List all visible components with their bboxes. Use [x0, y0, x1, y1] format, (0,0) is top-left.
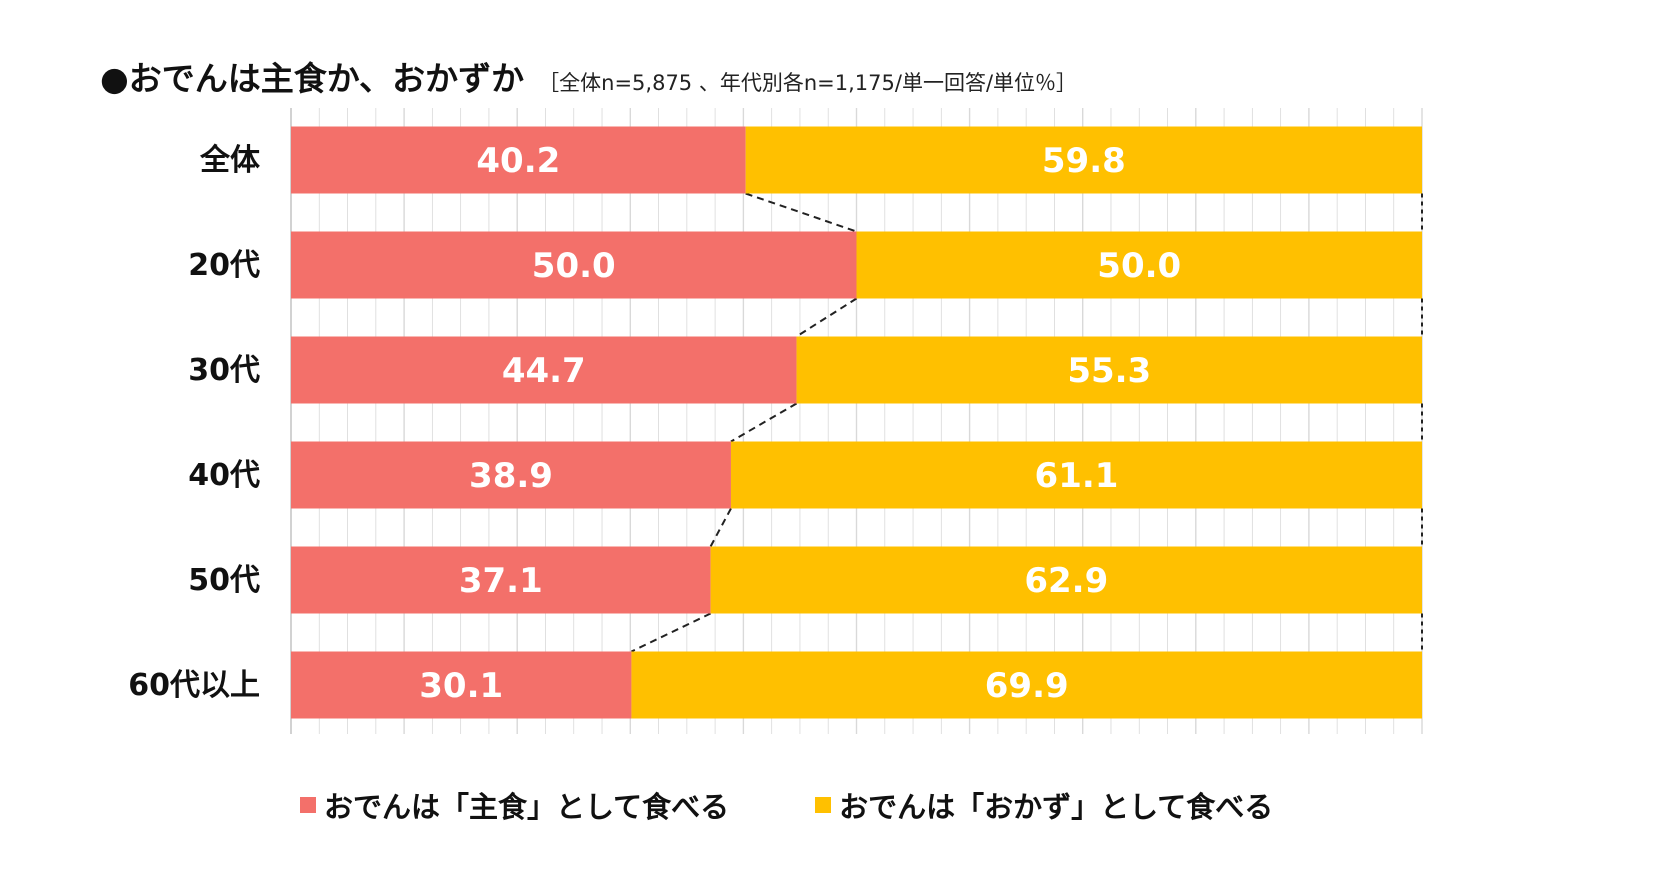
category-label: 全体: [199, 143, 261, 178]
bar-staple: [291, 126, 746, 194]
value-label-side: 55.3: [1067, 351, 1151, 391]
title-row: ●おでんは主食か、おかずか ［全体n=5,875 、年代別各n=1,175/単一…: [100, 52, 1077, 100]
chart-subtitle: ［全体n=5,875 、年代別各n=1,175/単一回答/単位％］: [538, 71, 1078, 95]
bar-side: [631, 651, 1422, 719]
category-label: 50代: [188, 563, 260, 598]
bar-staple: [291, 336, 797, 404]
chart-title: ●おでんは主食か、おかずか: [100, 59, 525, 98]
value-label-side: 62.9: [1024, 561, 1108, 601]
value-label-staple: 50.0: [532, 246, 616, 286]
series-line-staple: [630, 612, 712, 653]
legend-swatch-side: [815, 797, 832, 813]
value-label-staple: 44.7: [502, 351, 586, 391]
bar-side: [796, 336, 1422, 404]
bar-staple: [291, 231, 857, 299]
legend-swatch-staple: [300, 797, 316, 813]
legend-item-side: おでんは「おかず」として食べる: [815, 784, 1273, 826]
value-label-side: 50.0: [1097, 246, 1181, 286]
bar-side: [856, 231, 1422, 299]
legend-label-staple: おでんは「主食」として食べる: [324, 790, 730, 824]
bar-staple: [291, 651, 632, 719]
category-label: 60代以上: [128, 668, 260, 703]
bar-staple: [291, 546, 711, 614]
value-label-staple: 30.1: [419, 666, 503, 706]
category-label: 30代: [188, 353, 260, 388]
legend-item-staple: おでんは「主食」として食べる: [300, 784, 729, 826]
bar-side: [710, 546, 1422, 614]
category-label: 20代: [188, 248, 260, 283]
value-label-staple: 38.9: [469, 456, 553, 496]
value-label-side: 59.8: [1042, 141, 1126, 181]
series-line-staple: [745, 192, 857, 233]
bar-side: [745, 126, 1422, 194]
bar-staple: [291, 441, 731, 509]
value-label-side: 61.1: [1035, 456, 1119, 496]
value-label-staple: 40.2: [476, 141, 560, 181]
stacked-bar-chart: 40.2 59.8 全体 50.0 50.0 20代 44.7 55.3 30代 38.9 61.1…: [128, 108, 1423, 734]
series-line-staple: [709, 508, 732, 547]
value-label-side: 69.9: [985, 666, 1069, 706]
series-line-staple: [796, 297, 858, 338]
legend-label-side: おでんは「おかず」として食べる: [839, 790, 1274, 824]
series-line-staple: [730, 402, 798, 443]
bar-side: [730, 441, 1422, 509]
legend: おでんは「主食」として食べる おでんは「おかず」として食べる: [300, 784, 1359, 826]
category-label: 40代: [188, 458, 260, 493]
value-label-staple: 37.1: [459, 561, 543, 601]
